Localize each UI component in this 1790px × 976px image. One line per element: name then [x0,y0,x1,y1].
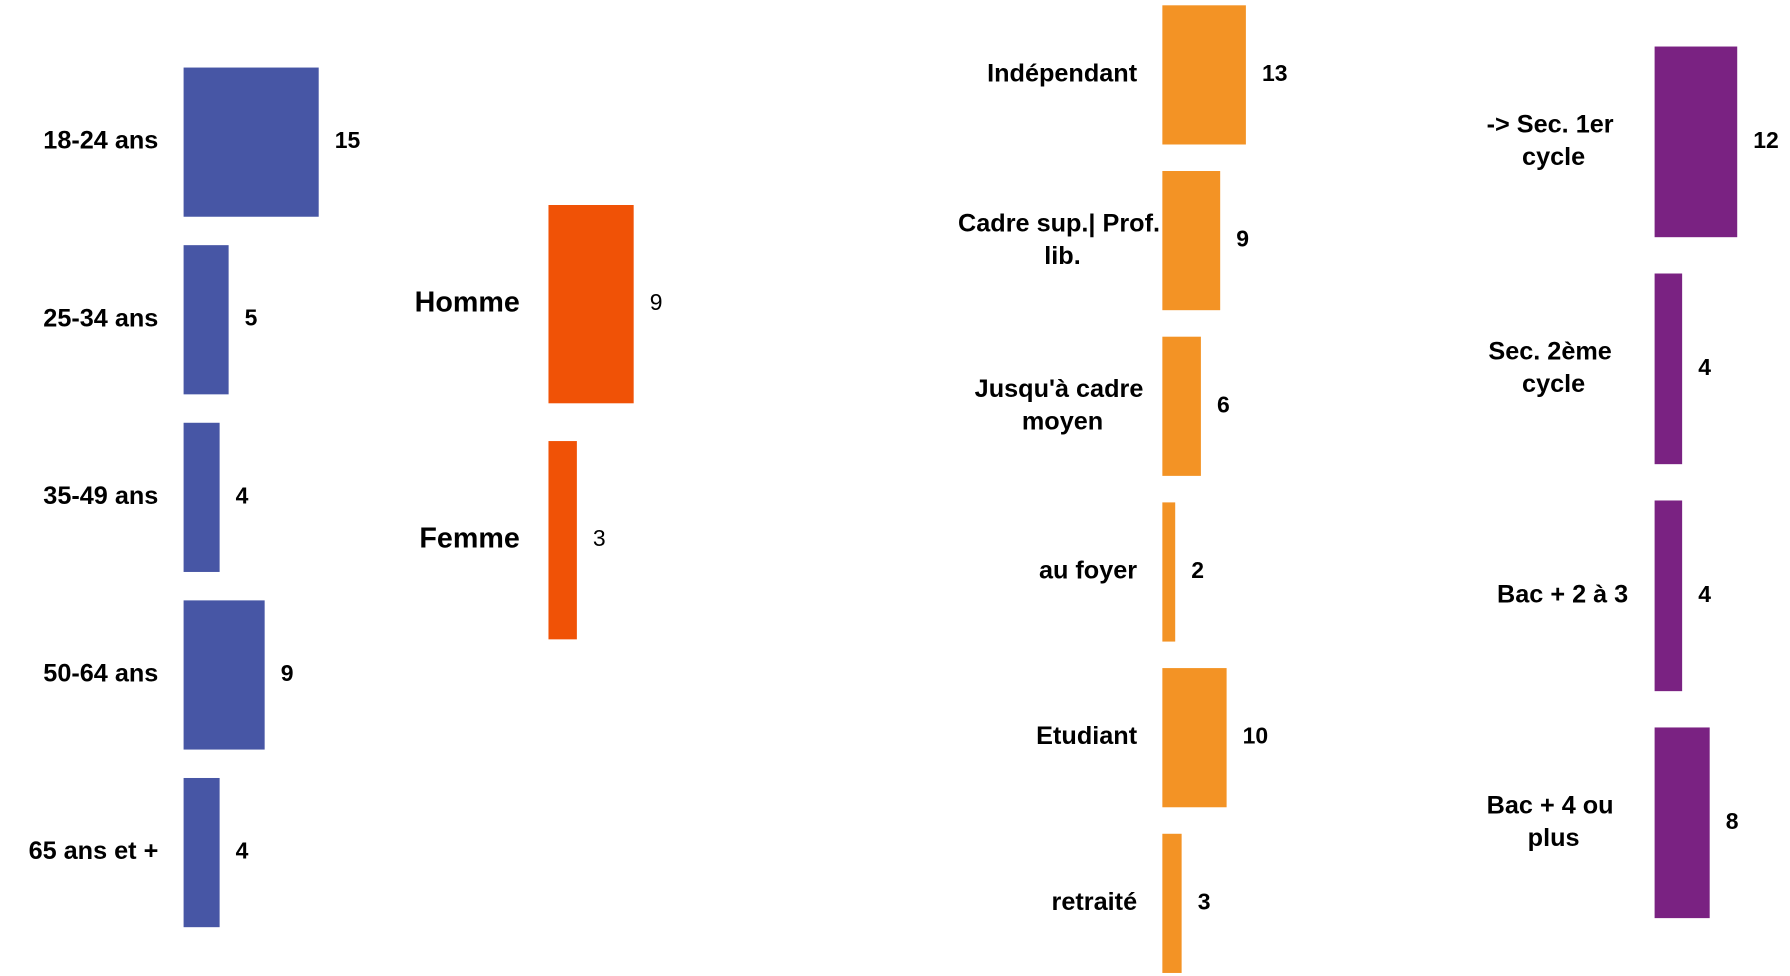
value-label: 4 [1698,581,1711,607]
value-label: 5 [245,305,258,331]
value-label: 12 [1753,127,1779,153]
value-label: 9 [281,660,294,686]
bar [1654,500,1683,692]
value-label: 4 [1698,354,1711,380]
category-label: Femme [419,523,519,555]
bar [1162,336,1201,476]
bar [1654,46,1738,238]
bar [1162,833,1182,973]
category-label: Bac + 4 ou plus [1487,791,1621,851]
category-label: Bac + 2 à 3 [1497,581,1628,609]
category-label: Etudiant [1036,722,1138,750]
bar [1162,668,1227,808]
value-label: 3 [593,525,606,551]
category-label: -> Sec. 1er cycle [1487,110,1621,170]
value-label: 15 [335,127,361,153]
bar [183,600,265,750]
value-label: 9 [1236,226,1249,252]
bar [183,777,220,928]
bar [548,441,577,640]
category-label: 18-24 ans [43,127,158,155]
value-label: 4 [236,838,249,864]
category-label: Sec. 2ème cycle [1488,337,1618,397]
category-label: 50-64 ans [43,660,158,688]
bar [1654,727,1710,919]
bar [1162,171,1221,311]
bar [183,245,229,395]
category-label: retraité [1052,888,1138,916]
bar [548,205,634,404]
bar [183,422,220,572]
category-label: 25-34 ans [43,304,158,332]
category-label: Cadre sup.| Prof. lib. [958,209,1167,269]
value-label: 2 [1191,557,1204,583]
value-label: 8 [1726,808,1739,834]
value-label: 13 [1262,60,1288,86]
value-label: 9 [650,289,663,315]
category-label: au foyer [1039,557,1137,585]
value-label: 6 [1217,391,1230,417]
category-label: Indépendant [987,60,1138,88]
bar [183,67,319,217]
category-label: 65 ans et + [29,837,159,865]
category-label: Homme [415,287,520,319]
bar [1162,5,1246,145]
bar [1654,273,1683,465]
bar [1162,502,1176,642]
value-label: 3 [1198,888,1211,914]
category-label: 35-49 ans [43,482,158,510]
value-label: 4 [236,482,249,508]
value-label: 10 [1243,723,1269,749]
category-label: Jusqu'à cadre moyen [975,375,1151,435]
